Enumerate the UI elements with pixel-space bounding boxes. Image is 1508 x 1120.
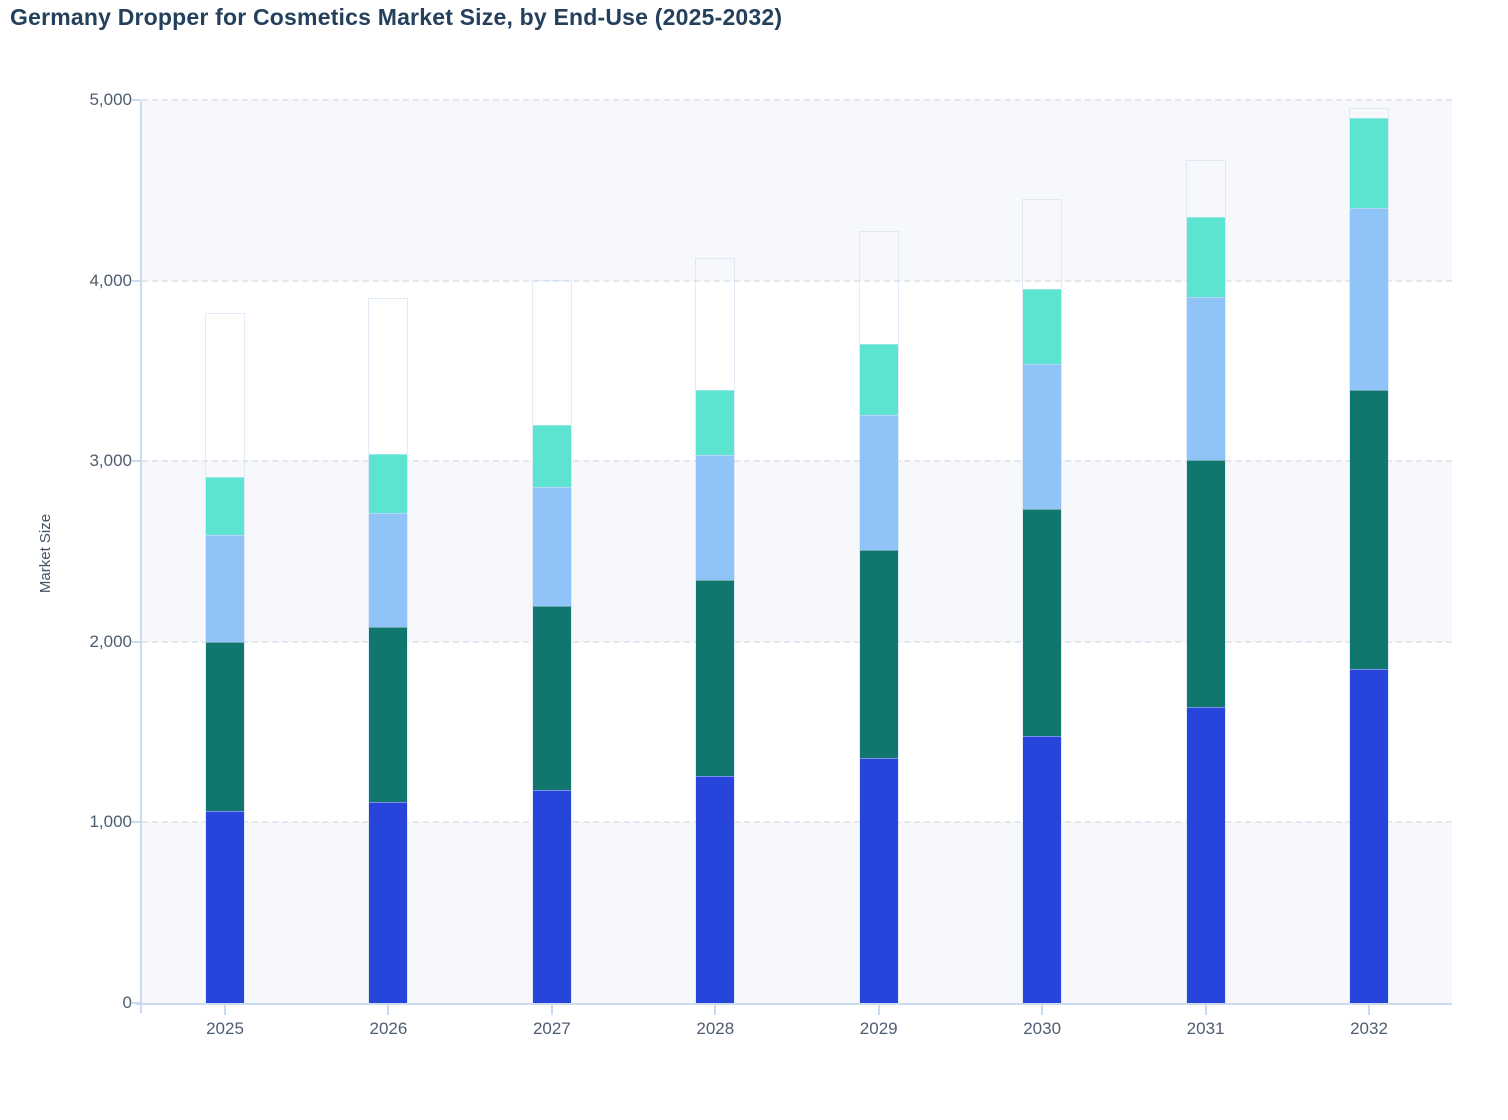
bar-segment-segment-3[interactable] — [369, 512, 408, 627]
y-tick-label: 1,000 — [89, 812, 132, 832]
plot-area: 0 1,000 2,000 3,000 4,000 5,000 2025 2026 2027 20… — [89, 90, 1452, 1038]
chart-title: Germany Dropper for Cosmetics Market Siz… — [10, 4, 783, 30]
background-band — [142, 822, 1452, 1003]
x-axis-tick — [550, 1005, 553, 1015]
x-tick-label-2026: 2026 — [369, 1019, 408, 1038]
stacked-bar-2031[interactable] — [1185, 159, 1226, 1005]
bar-segment-segment-4-top[interactable] — [1350, 117, 1388, 209]
bar-segment-segment-3[interactable] — [1023, 364, 1062, 510]
x-axis-tick — [714, 1005, 717, 1015]
stacked-bar-2026[interactable] — [368, 297, 409, 1005]
y-tick-label: 4,000 — [89, 270, 132, 290]
bar-segment-segment-4-top[interactable] — [206, 477, 244, 536]
x-tick-label-2027: 2027 — [532, 1019, 571, 1038]
background-band — [142, 461, 1452, 642]
bar-segment-segment-4-top[interactable] — [1023, 289, 1062, 364]
h-gridline — [142, 640, 1452, 643]
bar-segment-segment-1-bottom[interactable] — [696, 776, 735, 1003]
background-band — [142, 100, 1452, 281]
x-axis-tick — [1368, 1005, 1370, 1015]
x-axis-tick — [387, 1005, 390, 1015]
bar-segment-segment-1-bottom[interactable] — [369, 801, 408, 1003]
x-tick-label-2028: 2028 — [696, 1019, 735, 1038]
bar-segment-segment-2[interactable] — [1186, 460, 1225, 708]
bar-segment-segment-3[interactable] — [696, 454, 735, 581]
stacked-bar-2028[interactable] — [695, 257, 736, 1005]
bar-segment-segment-2[interactable] — [1023, 509, 1062, 737]
y-tick-label: 0 — [122, 993, 132, 1012]
y-tick-label: 2,000 — [89, 631, 132, 651]
x-axis-line — [136, 1003, 1452, 1005]
stacked-bar-2029[interactable] — [858, 230, 899, 1005]
bar-segment-segment-1-bottom[interactable] — [1186, 707, 1225, 1003]
x-tick-label-2025: 2025 — [206, 1019, 244, 1038]
x-axis-tick — [1041, 1005, 1044, 1015]
x-tick-label-2029: 2029 — [859, 1019, 898, 1038]
x-tick-label-2030: 2030 — [1023, 1019, 1062, 1038]
bar-segment-segment-1-bottom[interactable] — [1023, 736, 1062, 1003]
bar-segment-segment-4-top[interactable] — [696, 389, 735, 455]
stacked-bar-2027[interactable] — [531, 279, 572, 1005]
bar-segment-segment-2[interactable] — [859, 549, 898, 758]
x-axis-tick — [224, 1005, 226, 1015]
bar-segment-segment-3[interactable] — [532, 487, 571, 606]
h-gridline — [142, 821, 1452, 824]
y-axis-tick — [132, 99, 140, 101]
h-gridline — [142, 279, 1452, 282]
bar-segment-segment-2[interactable] — [1350, 389, 1388, 669]
bar-segment-segment-3[interactable] — [1350, 208, 1388, 390]
bar-segment-segment-4-top[interactable] — [369, 453, 408, 513]
stacked-bar-2025[interactable] — [205, 313, 245, 1004]
x-tick-label-2031: 2031 — [1186, 1019, 1225, 1038]
x-axis-tick — [1204, 1005, 1207, 1015]
x-axis-tick — [877, 1005, 880, 1015]
y-axis-tick — [132, 640, 140, 643]
bar-segment-segment-4-top[interactable] — [859, 344, 898, 416]
stacked-bar-2032[interactable] — [1349, 108, 1389, 1004]
bar-segment-segment-4-top[interactable] — [532, 425, 571, 488]
bar-segment-segment-2[interactable] — [532, 605, 571, 790]
bar-segment-segment-2[interactable] — [696, 580, 735, 777]
y-axis-title: Market Size — [37, 513, 55, 594]
y-tick-label: 5,000 — [89, 90, 132, 109]
bar-segment-segment-4-top[interactable] — [1186, 216, 1225, 297]
y-axis-tick — [132, 279, 140, 282]
y-axis-tick — [132, 460, 140, 463]
y-tick-label: 3,000 — [89, 451, 132, 471]
bar-segment-segment-3[interactable] — [859, 415, 898, 550]
bar-segment-segment-3[interactable] — [206, 535, 244, 642]
y-axis-tick — [132, 821, 140, 824]
h-gridline — [142, 460, 1452, 463]
bar-segment-segment-2[interactable] — [369, 626, 408, 802]
bar-segment-segment-3[interactable] — [1186, 297, 1225, 461]
h-gridline — [142, 99, 1452, 101]
bar-segment-segment-1-bottom[interactable] — [532, 789, 571, 1003]
y-axis-line — [140, 100, 142, 1013]
bar-segment-segment-1-bottom[interactable] — [206, 811, 244, 1003]
bar-segment-segment-2[interactable] — [206, 641, 244, 812]
bar-segment-segment-1-bottom[interactable] — [1350, 668, 1388, 1003]
stacked-bar-2030[interactable] — [1022, 199, 1063, 1004]
bar-segment-segment-1-bottom[interactable] — [859, 757, 898, 1003]
x-tick-label-2032: 2032 — [1350, 1019, 1388, 1038]
